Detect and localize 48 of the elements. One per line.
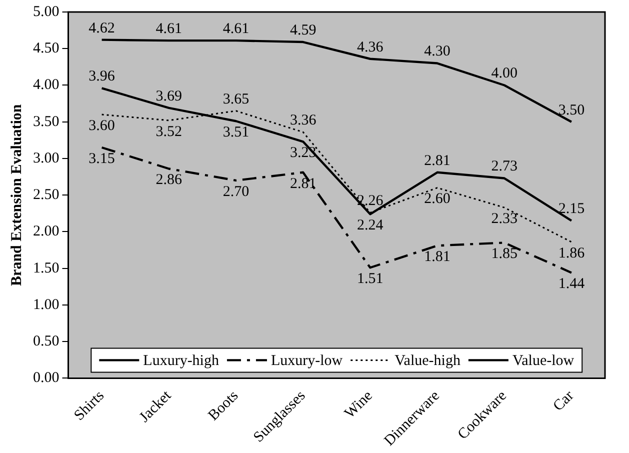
data-label: 3.96 bbox=[88, 68, 116, 85]
data-label: 2.60 bbox=[424, 191, 450, 208]
data-label: 3.50 bbox=[558, 102, 585, 118]
data-label: 3.65 bbox=[222, 91, 250, 108]
data-label: 1.44 bbox=[558, 276, 586, 292]
y-axis-title: Brand Extension Evaluation bbox=[8, 104, 25, 286]
data-label: 3.51 bbox=[222, 124, 250, 141]
y-tick-label: 4.50 bbox=[33, 40, 60, 57]
data-label: 3.69 bbox=[156, 88, 182, 104]
data-label: 2.24 bbox=[357, 218, 384, 234]
legend-label: Luxury-low bbox=[270, 353, 343, 370]
data-label: 3.60 bbox=[88, 118, 115, 134]
legend-label: Value-high bbox=[394, 353, 461, 370]
data-label: 2.73 bbox=[491, 158, 518, 175]
y-tick-label: 0.00 bbox=[33, 370, 60, 386]
y-tick-label: 5.00 bbox=[33, 4, 60, 20]
y-tick-label: 0.50 bbox=[33, 334, 60, 350]
y-tick-label: 4.00 bbox=[33, 77, 60, 94]
data-label: 3.15 bbox=[88, 150, 115, 167]
y-tick-label: 3.00 bbox=[33, 150, 60, 166]
data-label: 4.36 bbox=[357, 39, 384, 56]
data-label: 1.85 bbox=[491, 246, 518, 262]
y-tick-label: 1.50 bbox=[33, 260, 60, 276]
data-label: 1.51 bbox=[357, 271, 384, 288]
data-label: 2.86 bbox=[156, 172, 183, 188]
data-label: 4.30 bbox=[424, 44, 450, 60]
y-tick-label: 3.50 bbox=[33, 114, 60, 130]
data-label: 1.86 bbox=[558, 245, 586, 262]
legend-label: Luxury-high bbox=[143, 353, 220, 370]
data-label: 4.00 bbox=[491, 66, 518, 82]
data-label: 4.62 bbox=[88, 20, 115, 36]
data-label: 4.61 bbox=[222, 21, 250, 37]
y-tick-label: 1.00 bbox=[33, 296, 60, 313]
data-label: 4.59 bbox=[290, 22, 316, 38]
data-label: 2.81 bbox=[290, 176, 316, 192]
y-tick-label: 2.50 bbox=[33, 187, 60, 204]
data-label: 4.61 bbox=[156, 21, 182, 37]
data-label: 2.81 bbox=[424, 152, 450, 169]
data-label: 3.52 bbox=[156, 124, 182, 140]
data-label: 2.15 bbox=[558, 201, 585, 218]
x-tick-label: Wine bbox=[342, 388, 376, 422]
data-label: 2.70 bbox=[222, 184, 250, 200]
data-label: 2.33 bbox=[491, 210, 518, 227]
x-tick-label: Car bbox=[550, 388, 578, 415]
y-tick-label: 2.00 bbox=[33, 224, 60, 240]
data-label: 1.81 bbox=[424, 249, 450, 266]
data-label: 3.36 bbox=[290, 112, 317, 129]
legend-label: Value-low bbox=[512, 353, 574, 370]
